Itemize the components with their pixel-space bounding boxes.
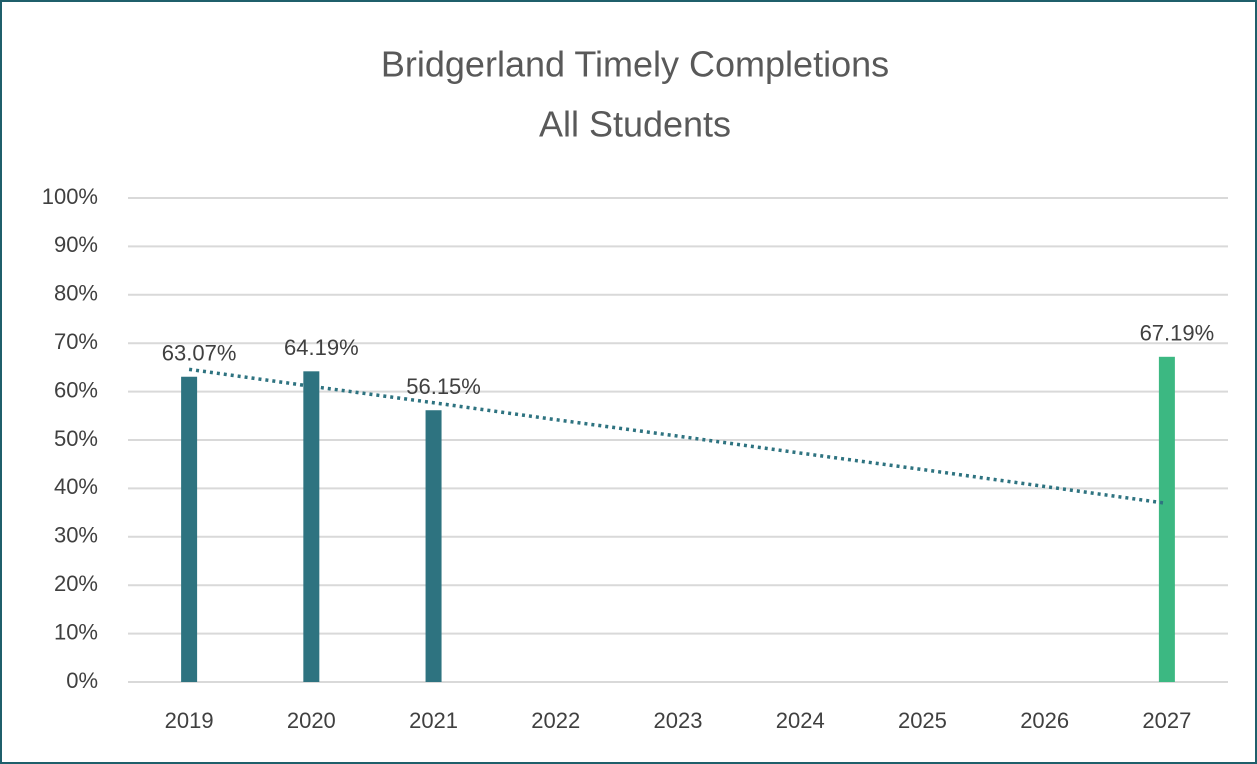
data-label: 64.19% xyxy=(284,335,359,360)
y-tick-label: 100% xyxy=(42,184,98,209)
y-tick-label: 30% xyxy=(54,523,98,548)
y-tick-label: 70% xyxy=(54,329,98,354)
chart-subtitle: All Students xyxy=(539,104,731,145)
chart-title: Bridgerland Timely Completions xyxy=(381,44,889,85)
x-tick-label: 2020 xyxy=(287,708,336,733)
y-tick-label: 60% xyxy=(54,377,98,402)
y-tick-label: 20% xyxy=(54,571,98,596)
bar xyxy=(181,376,198,682)
bar xyxy=(1158,356,1175,682)
y-tick-label: 90% xyxy=(54,232,98,257)
bar xyxy=(303,371,320,682)
y-tick-label: 10% xyxy=(54,619,98,644)
x-tick-label: 2021 xyxy=(409,708,458,733)
x-tick-label: 2026 xyxy=(1020,708,1069,733)
y-tick-label: 40% xyxy=(54,474,98,499)
x-tick-label: 2022 xyxy=(531,708,580,733)
y-tick-label: 50% xyxy=(54,426,98,451)
x-tick-label: 2023 xyxy=(654,708,703,733)
x-tick-label: 2019 xyxy=(165,708,214,733)
y-tick-label: 0% xyxy=(66,668,98,693)
data-label: 56.15% xyxy=(406,374,481,399)
x-tick-label: 2027 xyxy=(1142,708,1191,733)
x-tick-label: 2025 xyxy=(898,708,947,733)
data-label: 67.19% xyxy=(1140,321,1215,346)
x-tick-label: 2024 xyxy=(776,708,825,733)
data-label: 63.07% xyxy=(162,341,237,366)
y-tick-label: 80% xyxy=(54,281,98,306)
bar xyxy=(425,410,442,682)
